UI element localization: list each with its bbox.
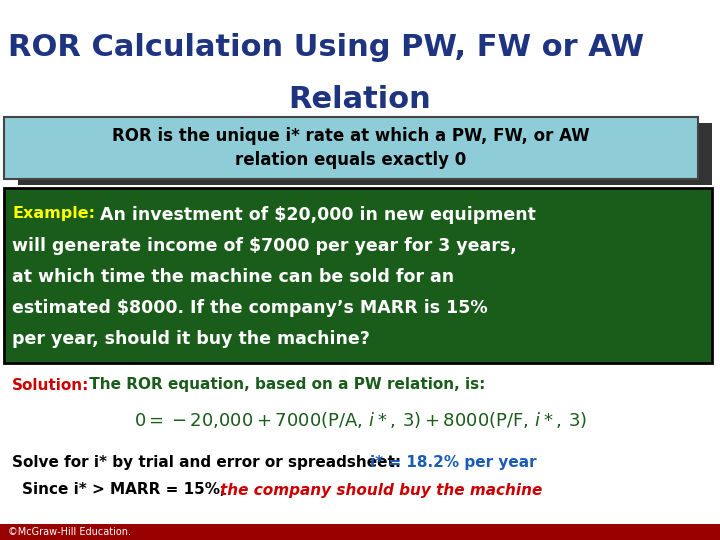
Text: ©McGraw-Hill Education.: ©McGraw-Hill Education. — [8, 527, 131, 537]
Text: per year, should it buy the machine?: per year, should it buy the machine? — [12, 330, 370, 348]
Text: $0 = -20{,}000 + 7000(\mathrm{P/A},\,i*,\,3) + 8000(\mathrm{P/F},\,i*,\,3)$: $0 = -20{,}000 + 7000(\mathrm{P/A},\,i*,… — [133, 410, 587, 430]
Text: will generate income of $7000 per year for 3 years,: will generate income of $7000 per year f… — [12, 237, 517, 255]
Text: Example:: Example: — [12, 206, 95, 221]
Text: Solution:: Solution: — [12, 377, 89, 393]
Bar — [0, 524, 720, 540]
Text: The ROR equation, based on a PW relation, is:: The ROR equation, based on a PW relation… — [84, 377, 485, 393]
Text: An investment of $20,000 in new equipment: An investment of $20,000 in new equipmen… — [94, 206, 536, 224]
Text: estimated $8000. If the company’s MARR is 15%: estimated $8000. If the company’s MARR i… — [12, 299, 487, 317]
Text: the company should buy the machine: the company should buy the machine — [220, 483, 542, 497]
Text: Solve for i* by trial and error or spreadsheet:: Solve for i* by trial and error or sprea… — [12, 455, 406, 469]
Text: at which time the machine can be sold for an: at which time the machine can be sold fo… — [12, 268, 454, 286]
Text: ROR is the unique i* rate at which a PW, FW, or AW
relation equals exactly 0: ROR is the unique i* rate at which a PW,… — [112, 127, 590, 169]
Text: Relation: Relation — [289, 85, 431, 114]
Text: ROR Calculation Using PW, FW or AW: ROR Calculation Using PW, FW or AW — [8, 33, 644, 63]
Bar — [4, 117, 698, 179]
Text: Since i* > MARR = 15%,: Since i* > MARR = 15%, — [22, 483, 231, 497]
Bar — [18, 123, 712, 185]
Text: i* = 18.2% per year: i* = 18.2% per year — [370, 455, 536, 469]
Bar — [4, 188, 712, 363]
